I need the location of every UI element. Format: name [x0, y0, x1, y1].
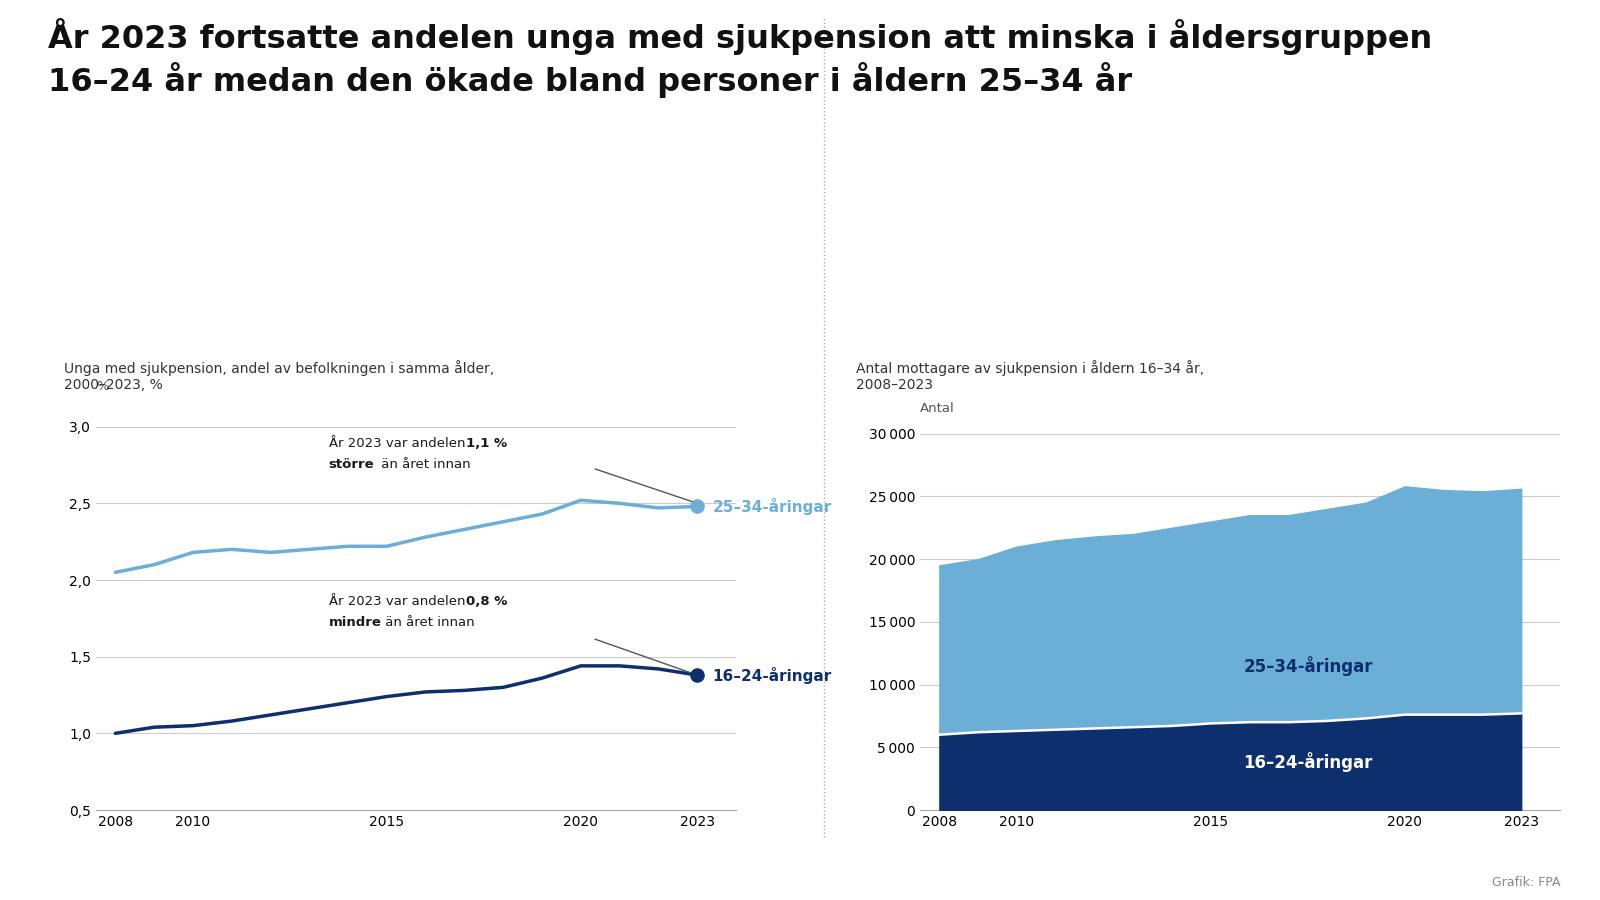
- Text: 0,8 %: 0,8 %: [467, 595, 507, 608]
- Text: än året innan: än året innan: [378, 458, 470, 471]
- Text: 25–34-åringar: 25–34-åringar: [1243, 656, 1373, 676]
- Text: 16–24-åringar: 16–24-åringar: [1243, 752, 1373, 772]
- Text: Antal mottagare av sjukpension i åldern 16–34 år,
2008–2023: Antal mottagare av sjukpension i åldern …: [856, 360, 1205, 392]
- Point: [685, 500, 710, 514]
- Text: Grafik: FPA: Grafik: FPA: [1491, 877, 1560, 889]
- Text: 25–34-åringar: 25–34-åringar: [712, 498, 832, 515]
- Text: År 2023 var andelen: År 2023 var andelen: [328, 436, 469, 450]
- Text: År 2023 fortsatte andelen unga med sjukpension att minska i åldersgruppen
16–24 : År 2023 fortsatte andelen unga med sjukp…: [48, 18, 1432, 98]
- Text: större: större: [328, 458, 374, 471]
- Text: 16–24-åringar: 16–24-åringar: [712, 667, 832, 684]
- Text: än året innan: än året innan: [381, 616, 475, 629]
- Text: Unga med sjukpension, andel av befolkningen i samma ålder,
2000–2023, %: Unga med sjukpension, andel av befolknin…: [64, 360, 494, 392]
- Point: [685, 668, 710, 682]
- Text: %: %: [96, 380, 109, 393]
- Text: mindre: mindre: [328, 616, 382, 629]
- Text: Antal: Antal: [920, 401, 955, 415]
- Text: År 2023 var andelen: År 2023 var andelen: [328, 595, 469, 608]
- Text: 1,1 %: 1,1 %: [467, 436, 507, 450]
